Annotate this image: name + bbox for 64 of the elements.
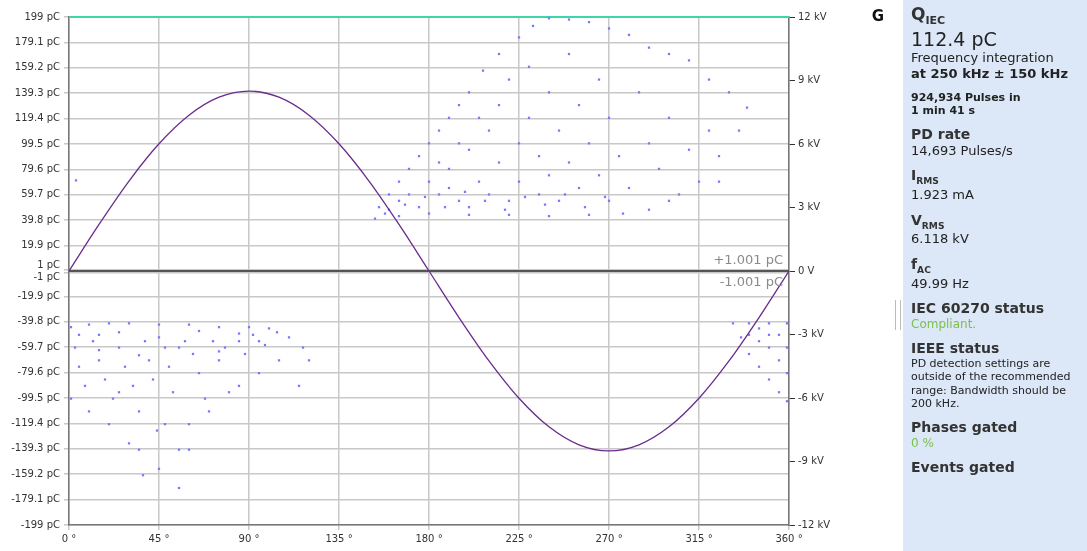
y-tick-label: -119.4 pC [11, 416, 61, 428]
y-tick-label: 1 pC [37, 258, 61, 270]
y-tick-label: -139.3 pC [11, 442, 61, 454]
x-tick-label: 135 ° [325, 532, 353, 544]
y-tick-label: 79.6 pC [21, 162, 61, 174]
x-tick-label: 225 ° [505, 532, 533, 544]
x-tick-label: 90 ° [238, 532, 260, 544]
annotation: +1.001 pC [713, 251, 783, 267]
y-tick-label: -39.8 pC [17, 315, 61, 327]
text: Compliant. [911, 317, 978, 332]
y-tick-label: 59.7 pC [21, 188, 61, 200]
text: 14,693 Pulses/s [911, 142, 1014, 159]
y-tick-label: -179.1 pC [11, 493, 61, 505]
x-tick-label: 0 ° [61, 532, 77, 544]
text: 49.99 Hz [911, 275, 970, 292]
y-tick-label: 19.9 pC [21, 239, 61, 251]
y2-tick-label: 3 kV [798, 201, 821, 213]
text: V$_{RMS}$ [911, 211, 946, 232]
text: 1.923 mA [911, 187, 975, 203]
annotation: -1.001 pC [719, 273, 783, 289]
x-tick-label: 180 ° [415, 532, 443, 544]
y-tick-label: -59.7 pC [17, 340, 61, 352]
text: at 250 kHz ± 150 kHz [911, 66, 1069, 82]
y-tick-label: 99.5 pC [21, 137, 61, 149]
text: PD detection settings are outside of the recommended range: Bandwidth should be 200 kHz. [911, 357, 1072, 411]
text: 0 % [911, 435, 935, 451]
x-tick-label: 270 ° [595, 532, 623, 544]
y2-tick-label: 12 kV [798, 10, 827, 22]
y-tick-label: 139.3 pC [14, 86, 61, 98]
text: Frequency integration [911, 50, 1055, 67]
y2-tick-label: -6 kV [798, 391, 824, 403]
y-tick-label: 159.2 pC [14, 61, 61, 73]
x-tick-label: 45 ° [148, 532, 170, 544]
text: Q$_{IEC}$ [911, 4, 947, 28]
y-tick-label: -79.6 pC [17, 366, 61, 378]
y-tick-label: -159.2 pC [11, 467, 61, 479]
text: G [871, 6, 884, 25]
text: 112.4 pC [911, 27, 998, 51]
text: IEEE status [911, 340, 1001, 358]
text: 924,934 Pulses in [911, 90, 1022, 104]
y2-tick-label: -12 kV [798, 518, 831, 530]
text: I$_{RMS}$ [911, 167, 940, 188]
y-tick-label: -99.5 pC [17, 391, 61, 403]
y-tick-label: 39.8 pC [21, 213, 61, 225]
x-tick-label: 360 ° [775, 532, 803, 544]
text: 6.118 kV [911, 231, 970, 247]
text: Events gated [911, 459, 1016, 476]
y-tick-label: 119.4 pC [14, 112, 61, 124]
text: PD rate [911, 126, 972, 143]
y2-tick-label: 9 kV [798, 74, 821, 86]
text: IEC 60270 status [911, 300, 1045, 318]
y-tick-label: -19.9 pC [17, 289, 61, 301]
y2-tick-label: -3 kV [798, 328, 824, 340]
y-tick-label: 179.1 pC [14, 35, 61, 47]
y2-tick-label: -9 kV [798, 455, 824, 467]
y-tick-label: -1 pC [33, 270, 61, 282]
text: Phases gated [911, 419, 1019, 436]
y2-tick-label: 0 V [798, 264, 815, 276]
y2-tick-label: 6 kV [798, 137, 821, 149]
text: f$_{AC}$ [911, 255, 932, 276]
text: 1 min 41 s [911, 103, 977, 117]
x-tick-label: 315 ° [685, 532, 713, 544]
y-tick-label: 199 pC [24, 10, 60, 22]
y-tick-label: -199 pC [20, 518, 60, 530]
